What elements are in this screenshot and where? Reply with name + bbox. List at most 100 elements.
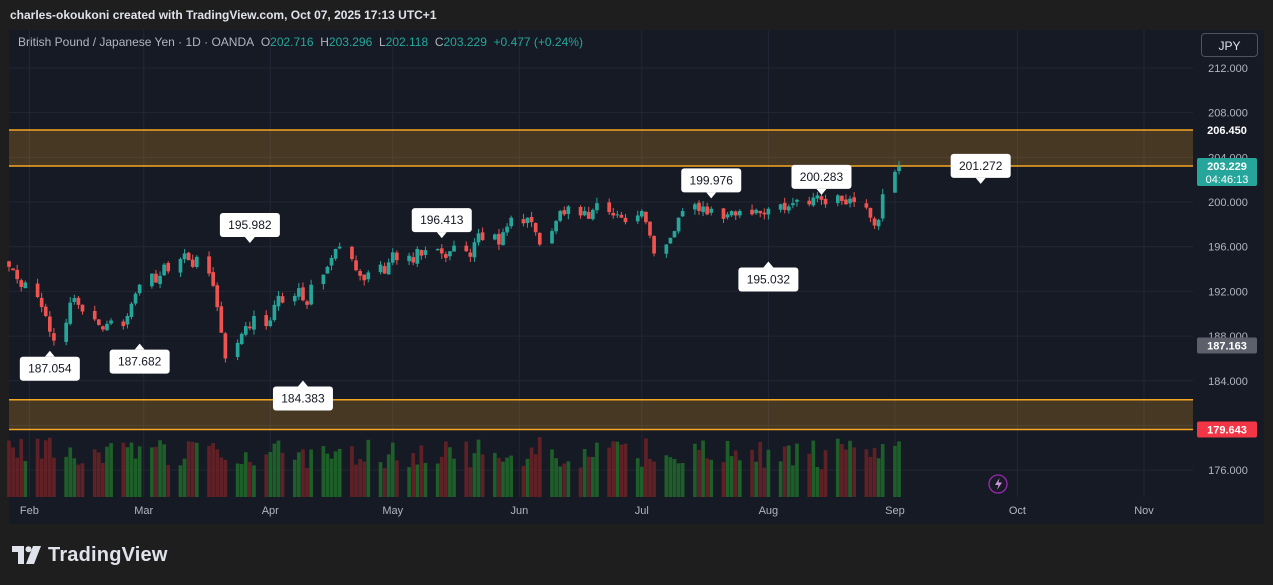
volume-bar (439, 456, 444, 497)
candle-body (333, 248, 338, 259)
candle-body (366, 272, 371, 280)
candle-body (754, 209, 758, 214)
volume-bar (558, 466, 563, 497)
volume-bar (566, 461, 571, 497)
candle-body (162, 264, 166, 276)
price-tag-box (1197, 337, 1257, 354)
volume-bar (893, 445, 897, 497)
volume-bar (395, 460, 399, 497)
volume-bar (382, 468, 387, 497)
candle-body (868, 207, 873, 218)
volume-bar (840, 444, 844, 497)
x-tick-label: Oct (1009, 505, 1026, 517)
currency-button[interactable]: JPY (1201, 33, 1258, 57)
candle-body (415, 248, 420, 264)
candle-body (566, 206, 571, 214)
candle-body (848, 198, 852, 204)
volume-bar (733, 450, 738, 497)
zone-fill (9, 399, 1193, 430)
volume-bar (844, 449, 848, 497)
volume-bar (648, 458, 652, 497)
volume-bar (550, 449, 554, 497)
volume-bar (280, 452, 285, 497)
volume-bar (444, 441, 448, 497)
x-tick-label: Apr (262, 505, 279, 517)
x-tick-label: Feb (20, 505, 39, 517)
volume-bar (533, 454, 538, 497)
tradingview-logo[interactable]: TradingView (12, 544, 168, 566)
candle-body (121, 321, 126, 327)
low-label: L (378, 35, 386, 49)
candle-body (705, 206, 709, 215)
candle-body (791, 203, 795, 206)
candle-body (693, 204, 697, 210)
volume-bar (11, 447, 15, 497)
volume-bar (276, 440, 281, 497)
callout-label: 201.272 (959, 159, 1003, 173)
candle-body (586, 211, 591, 219)
callout-box (109, 349, 170, 374)
volume-bar (72, 458, 77, 497)
candle-body (782, 202, 787, 210)
volume-bar (76, 464, 81, 497)
volume-bar (448, 447, 452, 497)
volume-bar (664, 455, 669, 497)
candle-body (844, 199, 848, 205)
callout-label: 199.976 (690, 173, 734, 187)
volume-bar (292, 459, 297, 497)
volume-bar (750, 449, 754, 497)
candle-body (158, 275, 162, 285)
x-axis[interactable]: Feb Mar Apr May Jun Jul Aug Sep Oct Nov (20, 505, 1154, 517)
volume-bar (309, 449, 313, 497)
volume-bar (125, 447, 130, 497)
x-tick-label: Jul (635, 505, 649, 517)
candle-body (64, 322, 68, 342)
candle-body (235, 342, 240, 358)
candle-body (305, 301, 309, 305)
candle-body (582, 210, 587, 216)
callout-pointer (134, 343, 145, 350)
volume-bar (758, 442, 763, 497)
volume-bar (252, 465, 256, 497)
callout-box (738, 267, 799, 292)
candle-body (423, 250, 428, 255)
volume-bar (872, 447, 877, 497)
volume-bar (464, 441, 469, 497)
price-callout: 195.032 (738, 261, 799, 292)
candle-body (611, 212, 616, 216)
candle-body (325, 266, 330, 274)
volume-bar (178, 465, 183, 497)
volume-bar (154, 446, 158, 497)
callout-pointer (975, 177, 986, 184)
callout-pointer (244, 236, 255, 243)
volume-bar (386, 454, 391, 497)
volume-bar (411, 453, 416, 497)
candle-body (276, 295, 281, 307)
volume-bar (537, 437, 542, 497)
open-value: 202.716 (270, 35, 314, 49)
candle-body (464, 245, 469, 252)
volume-bar (43, 440, 48, 497)
candle-body (472, 242, 477, 258)
candle-body (337, 246, 342, 249)
volume-bar (880, 444, 885, 497)
replay-icon[interactable] (988, 474, 1008, 494)
volume-bar (423, 462, 428, 497)
volume-bar (705, 458, 709, 497)
volume-bar (819, 469, 824, 497)
volume-bar (497, 457, 501, 497)
y-tick-label: 184.000 (1208, 376, 1248, 388)
candle-body (133, 293, 138, 304)
volume-bar (354, 464, 358, 497)
price-tag-value: 203.229 (1207, 161, 1247, 173)
volume-bar (182, 458, 187, 497)
volume-bar (509, 455, 514, 497)
candle-body (150, 273, 154, 287)
volume-bar (358, 458, 362, 497)
callout-pointer (297, 380, 308, 387)
candle-body (129, 303, 134, 317)
candle-body (350, 246, 354, 260)
price-annotations: 187.054 187.682 195.982 184.383 196.413 199.9… (19, 153, 1011, 411)
candle-body (786, 206, 791, 211)
